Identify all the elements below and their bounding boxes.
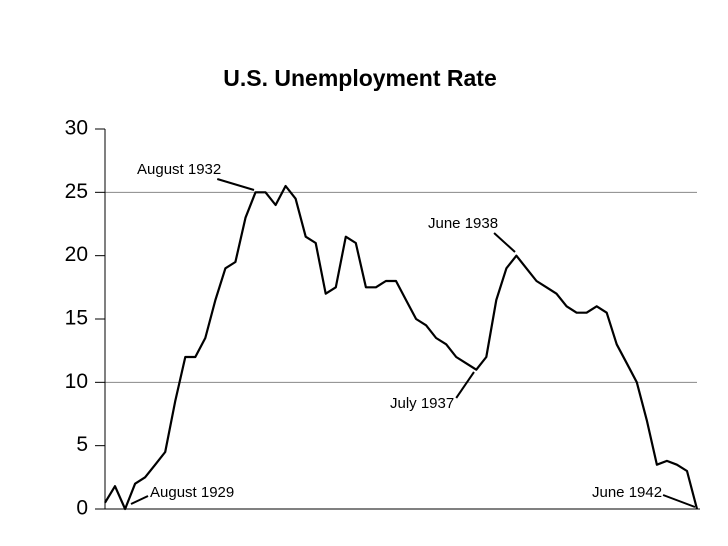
y-tick-label: 0 [76,497,88,520]
y-tick-label: 25 [65,180,88,203]
annotation-leader [455,371,475,399]
annotation: August 1929 [150,484,234,501]
data-line [104,184,699,511]
annotation: July 1937 [390,395,454,412]
annotation-leader [493,232,516,253]
annotation-leader [662,494,696,508]
y-tick-label: 15 [65,307,88,330]
annotation: June 1938 [428,215,498,232]
annotation: June 1942 [592,484,662,501]
y-tick-label: 30 [65,117,88,140]
annotation-leader [130,495,149,505]
annotation-leader [216,178,255,191]
y-tick-label: 10 [65,370,88,393]
y-tick-label: 5 [76,433,88,456]
chart-title: U.S. Unemployment Rate [223,65,497,91]
annotation: August 1932 [137,161,221,178]
y-tick-label: 20 [65,243,88,266]
